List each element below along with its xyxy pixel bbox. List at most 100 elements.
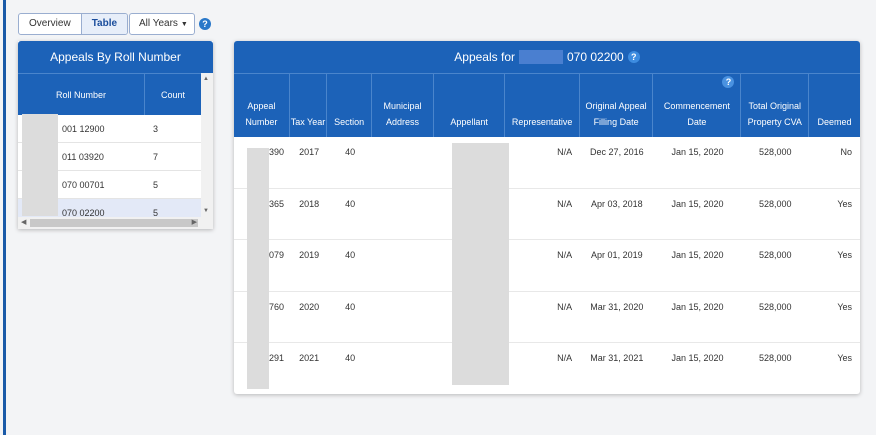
title-prefix: Appeals for: [454, 50, 515, 64]
address-cell: [373, 343, 435, 395]
table-row[interactable]: 001 12900 3: [18, 115, 201, 143]
filing-date-cell: Apr 03, 2018: [591, 198, 643, 209]
tax-year-cell: 2017: [299, 147, 320, 157]
tax-year-cell: 2020: [299, 301, 320, 312]
cva-cell: 528,000: [758, 250, 792, 260]
scroll-up-icon[interactable]: ▲: [203, 76, 209, 82]
scroll-right-icon[interactable]: ▶: [191, 219, 197, 226]
redacted-block: [518, 50, 563, 64]
help-icon[interactable]: ?: [627, 51, 640, 63]
commencement-date-header[interactable]: Commencement Date ?: [653, 74, 742, 137]
cva-cell: 528,000: [758, 353, 792, 363]
scroll-down-icon[interactable]: ▼: [203, 208, 209, 214]
count-header[interactable]: Count: [160, 90, 186, 100]
appeal-number-cell: 291: [269, 353, 285, 363]
filing-date-cell: Apr 01, 2019: [591, 250, 643, 260]
commencement-date-cell: Jan 15, 2020: [671, 301, 724, 312]
commencement-date-cell: Jan 15, 2020: [671, 353, 724, 363]
address-cell: [373, 189, 435, 240]
appeal-number-header[interactable]: Appeal Number: [234, 74, 290, 137]
year-filter-dropdown[interactable]: All Years ▼: [129, 13, 195, 35]
cva-cell: 528,000: [758, 147, 792, 157]
cva-header[interactable]: Total Original Property CVA: [741, 74, 810, 137]
table-row[interactable]: 079 2019 40 N/A Apr 01, 2019 Jan 15, 202…: [234, 240, 860, 292]
representative-cell: N/A: [557, 301, 573, 312]
commencement-date-label: Commencement Date: [663, 101, 730, 127]
representative-cell: N/A: [557, 353, 573, 363]
tax-year-header[interactable]: Tax Year: [290, 74, 328, 137]
vertical-scrollbar[interactable]: ▲ ▼: [201, 73, 213, 217]
overview-tab[interactable]: Overview: [29, 18, 71, 29]
appeal-number-cell: 390: [269, 147, 285, 157]
deemed-cell: Yes: [837, 198, 853, 209]
appeal-number-cell: 079: [269, 250, 285, 260]
section-cell: 40: [345, 147, 356, 157]
left-accent-rule: [3, 0, 6, 435]
count-cell: 5: [153, 208, 159, 218]
table-row[interactable]: 011 03920 7: [18, 143, 201, 171]
redacted-block: [247, 148, 269, 389]
appeal-number-cell: 365: [269, 198, 285, 209]
address-cell: [373, 292, 435, 343]
redacted-block: [452, 143, 509, 385]
tax-year-cell: 2019: [299, 250, 320, 260]
table-tab[interactable]: Table: [80, 14, 128, 34]
commencement-date-cell: Jan 15, 2020: [671, 198, 724, 209]
left-table-header: Roll Number Count: [18, 73, 201, 115]
filing-date-header[interactable]: Original Appeal Filling Date: [580, 74, 654, 137]
address-cell: [373, 240, 435, 291]
deemed-cell: Yes: [837, 250, 853, 260]
horizontal-scrollbar[interactable]: ◀ ▶: [18, 217, 213, 229]
deemed-header[interactable]: Deemed: [817, 117, 852, 127]
right-table-header: Appeal Number Tax Year Section Municipal…: [234, 73, 860, 137]
table-row[interactable]: 760 2020 40 N/A Mar 31, 2020 Jan 15, 202…: [234, 292, 860, 343]
appellant-header[interactable]: Appellant: [434, 74, 506, 137]
representative-cell: N/A: [557, 198, 573, 209]
filing-date-cell: Mar 31, 2021: [590, 353, 644, 363]
section-cell: 40: [345, 353, 356, 363]
representative-header[interactable]: Representative: [505, 74, 580, 137]
cva-cell: 528,000: [758, 301, 792, 312]
scroll-left-icon[interactable]: ◀: [21, 219, 27, 226]
appeals-detail-panel: Appeals for 070 02200 ? Appeal Number Ta…: [234, 41, 860, 394]
redacted-block: [22, 114, 58, 216]
deemed-cell: Yes: [837, 353, 853, 363]
tax-year-cell: 2018: [299, 198, 320, 209]
filing-date-cell: Dec 27, 2016: [590, 147, 644, 157]
roll-number-cell: 070 00701: [62, 180, 105, 190]
title-roll-number: 070 02200: [566, 50, 624, 64]
roll-number-cell: 011 03920: [62, 152, 104, 162]
commencement-date-cell: Jan 15, 2020: [671, 250, 724, 260]
deemed-cell: Yes: [837, 301, 853, 312]
appeals-by-roll-panel: Appeals By Roll Number Roll Number Count…: [18, 41, 213, 229]
count-cell: 5: [153, 180, 159, 190]
representative-cell: N/A: [557, 250, 573, 260]
table-row[interactable]: 390 2017 40 N/A Dec 27, 2016 Jan 15, 202…: [234, 137, 860, 189]
roll-number-cell: 001 12900: [62, 124, 105, 134]
address-cell: [373, 137, 435, 188]
table-row[interactable]: 070 00701 5: [18, 171, 201, 199]
roll-number-cell: 070 02200: [62, 208, 105, 218]
right-panel-title: Appeals for 070 02200 ?: [234, 41, 860, 73]
section-cell: 40: [345, 250, 356, 260]
year-filter-label: All Years: [139, 18, 178, 29]
section-cell: 40: [345, 301, 356, 312]
view-toggle: Overview Table: [18, 13, 129, 35]
scroll-thumb[interactable]: [30, 219, 198, 227]
help-icon[interactable]: ?: [722, 76, 735, 88]
left-panel-title: Appeals By Roll Number: [18, 41, 213, 73]
appeal-number-cell: 760: [269, 301, 285, 312]
help-icon[interactable]: ?: [199, 18, 211, 30]
roll-number-header[interactable]: Roll Number: [18, 74, 145, 115]
cva-cell: 528,000: [758, 198, 792, 209]
table-row[interactable]: 365 2018 40 N/A Apr 03, 2018 Jan 15, 202…: [234, 189, 860, 240]
count-cell: 3: [153, 124, 159, 134]
caret-down-icon: ▼: [180, 21, 188, 28]
section-header[interactable]: Section: [327, 74, 373, 137]
filing-date-cell: Mar 31, 2020: [590, 301, 644, 312]
right-table-body: 390 2017 40 N/A Dec 27, 2016 Jan 15, 202…: [234, 137, 860, 395]
deemed-cell: No: [840, 147, 853, 157]
municipal-address-header[interactable]: Municipal Address: [372, 74, 434, 137]
table-row[interactable]: 291 2021 40 N/A Mar 31, 2021 Jan 15, 202…: [234, 343, 860, 395]
section-cell: 40: [345, 198, 356, 209]
